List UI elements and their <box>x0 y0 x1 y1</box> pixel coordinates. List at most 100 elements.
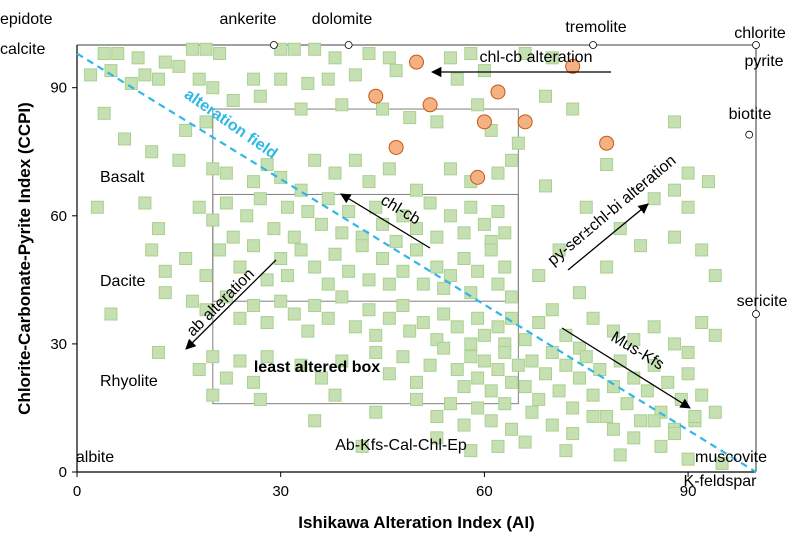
data-point-square-126 <box>376 252 390 265</box>
data-point-square-264 <box>647 414 661 428</box>
data-point-square-50 <box>668 115 682 129</box>
data-point-square-47 <box>511 136 525 150</box>
data-point-square-109 <box>145 243 159 257</box>
data-point-square-142 <box>552 243 566 257</box>
data-point-square-196 <box>233 354 247 368</box>
data-point-square-8 <box>287 42 301 56</box>
data-point-square-103 <box>498 226 512 240</box>
end-member-label-3: dolomite <box>312 11 373 28</box>
data-point-square-91 <box>376 217 390 231</box>
data-point-square-84 <box>301 205 315 219</box>
data-point-square-198 <box>260 350 274 364</box>
data-point-square-36 <box>179 123 193 137</box>
data-point-square-68 <box>539 179 553 193</box>
data-point-square-194 <box>206 350 220 364</box>
data-point-square-137 <box>484 243 498 257</box>
data-point-square-53 <box>219 166 233 180</box>
data-point-square-44 <box>430 115 444 129</box>
data-point-square-252 <box>443 397 457 411</box>
data-point-square-133 <box>443 269 457 283</box>
data-point-square-24 <box>206 81 220 95</box>
y-tick-label-2: 60 <box>50 208 67 225</box>
end-member-marker-7 <box>745 130 754 139</box>
data-point-square-242 <box>681 367 695 381</box>
data-point-square-64 <box>443 162 457 176</box>
data-point-square-226 <box>572 371 586 385</box>
data-point-square-213 <box>484 384 498 398</box>
data-point-square-181 <box>545 303 559 317</box>
data-point-square-114 <box>233 260 247 274</box>
data-point-square-86 <box>321 192 335 206</box>
data-point-square-49 <box>566 102 580 116</box>
data-point-square-167 <box>396 298 410 312</box>
data-point-square-58 <box>308 153 322 167</box>
data-point-square-31 <box>450 72 464 86</box>
data-point-square-168 <box>403 324 417 338</box>
alteration-arrows <box>185 66 691 409</box>
data-point-square-55 <box>260 158 274 172</box>
data-point-square-77 <box>219 196 233 210</box>
rock-label-rhyolite: Rhyolite <box>100 373 158 390</box>
data-point-circle-7 <box>517 114 533 130</box>
data-point-square-165 <box>369 328 383 342</box>
data-point-square-102 <box>491 205 505 219</box>
data-point-square-180 <box>532 316 546 330</box>
data-point-square-108 <box>681 200 695 214</box>
data-point-square-25 <box>247 72 261 86</box>
data-point-square-155 <box>247 298 261 312</box>
data-point-square-153 <box>219 290 233 304</box>
data-point-square-174 <box>471 311 485 325</box>
data-point-square-80 <box>253 192 267 206</box>
data-point-square-189 <box>681 345 695 359</box>
arrow-chl-cb <box>340 193 431 249</box>
data-point-square-227 <box>579 350 593 364</box>
data-point-square-100 <box>477 217 491 231</box>
data-point-square-119 <box>294 243 308 257</box>
data-point-square-132 <box>437 281 451 295</box>
data-point-square-274 <box>613 448 627 462</box>
data-point-square-15 <box>518 47 532 61</box>
data-point-square-69 <box>600 158 614 172</box>
data-point-square-121 <box>321 277 335 291</box>
data-point-square-208 <box>450 363 464 377</box>
data-point-square-1 <box>111 47 125 61</box>
data-point-square-99 <box>464 200 478 214</box>
data-point-square-60 <box>348 153 362 167</box>
end-member-label-11: albite <box>76 449 114 466</box>
end-member-label-6: pyrite <box>744 53 783 70</box>
data-point-square-143 <box>572 286 586 300</box>
data-point-square-116 <box>260 273 274 287</box>
data-point-square-39 <box>253 89 267 103</box>
data-point-square-95 <box>423 196 437 210</box>
data-point-square-245 <box>206 388 220 402</box>
data-point-square-122 <box>328 247 342 261</box>
data-point-square-88 <box>342 205 356 219</box>
data-point-square-211 <box>471 371 485 385</box>
alteration-field-layer <box>76 52 757 473</box>
chlorite-carbonate-samples-series <box>368 54 615 185</box>
arrow-mus-kfs <box>561 327 691 409</box>
data-point-square-204 <box>396 350 410 364</box>
axis-ticks <box>72 87 689 477</box>
data-point-square-248 <box>328 388 342 402</box>
data-point-square-247 <box>308 414 322 428</box>
data-point-square-106 <box>647 192 661 206</box>
data-point-square-258 <box>525 405 539 419</box>
data-point-square-235 <box>634 414 648 428</box>
data-point-square-78 <box>226 230 240 244</box>
data-point-square-123 <box>342 264 356 278</box>
data-point-square-21 <box>151 72 165 86</box>
data-point-square-96 <box>430 230 444 244</box>
data-point-square-48 <box>539 89 553 103</box>
data-point-circle-0 <box>368 88 384 104</box>
data-point-square-269 <box>430 431 444 445</box>
data-point-square-254 <box>471 401 485 415</box>
data-point-square-233 <box>620 397 634 411</box>
data-point-square-163 <box>348 320 362 334</box>
data-point-square-22 <box>172 59 186 73</box>
data-point-square-185 <box>606 324 620 338</box>
data-point-square-145 <box>634 239 648 253</box>
data-point-square-6 <box>213 47 227 61</box>
data-point-square-228 <box>586 388 600 402</box>
data-point-square-144 <box>600 260 614 274</box>
